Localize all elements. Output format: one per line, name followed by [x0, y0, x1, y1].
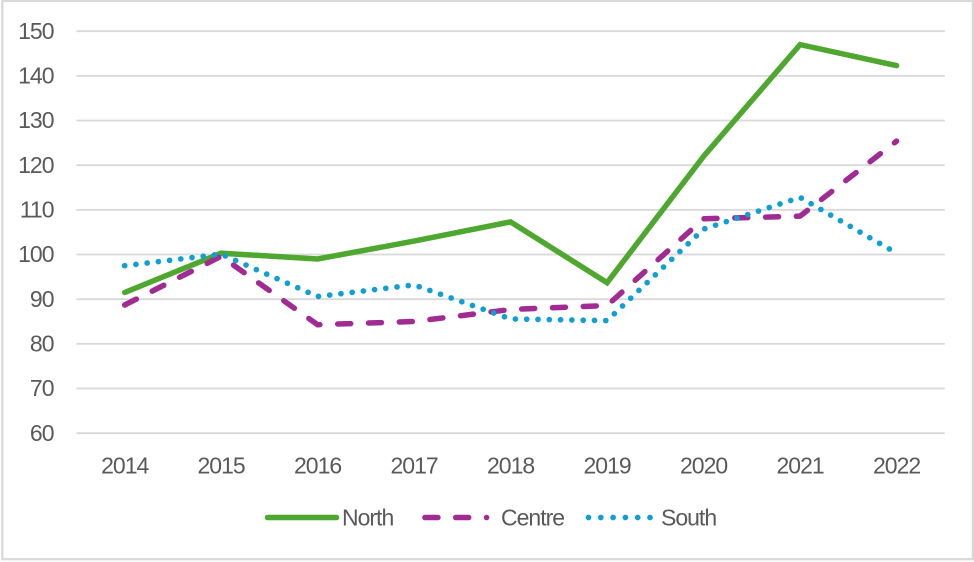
svg-text:110: 110 [20, 197, 54, 223]
svg-text:South: South [661, 505, 716, 531]
svg-text:60: 60 [30, 420, 54, 446]
svg-text:2020: 2020 [680, 453, 727, 479]
svg-text:2017: 2017 [391, 453, 438, 479]
svg-text:Centre: Centre [501, 505, 564, 531]
svg-text:2015: 2015 [198, 453, 245, 479]
svg-text:150: 150 [18, 18, 54, 44]
svg-text:2014: 2014 [101, 453, 149, 479]
svg-text:North: North [342, 505, 393, 531]
svg-text:140: 140 [18, 63, 54, 89]
svg-text:100: 100 [18, 241, 54, 267]
svg-text:120: 120 [18, 152, 54, 178]
svg-text:2016: 2016 [294, 453, 341, 479]
svg-text:130: 130 [18, 107, 54, 133]
svg-text:2018: 2018 [487, 453, 534, 479]
svg-text:90: 90 [30, 286, 54, 312]
svg-text:2019: 2019 [584, 453, 631, 479]
svg-text:2021: 2021 [777, 453, 824, 479]
svg-text:80: 80 [30, 331, 54, 357]
svg-text:70: 70 [30, 375, 54, 401]
svg-text:2022: 2022 [873, 453, 920, 479]
